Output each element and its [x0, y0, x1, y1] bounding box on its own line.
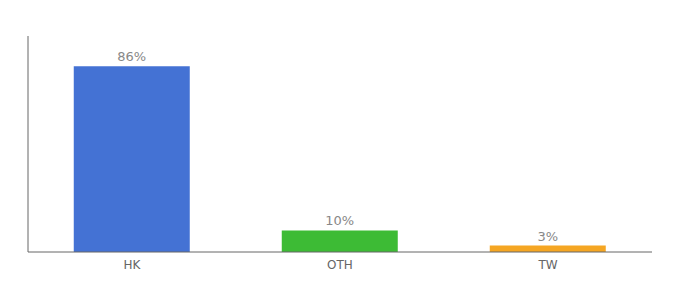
svg-text:3%: 3% [537, 229, 558, 244]
svg-text:10%: 10% [325, 213, 354, 228]
svg-text:OTH: OTH [327, 258, 353, 272]
svg-text:HK: HK [124, 258, 142, 272]
svg-text:TW: TW [537, 258, 557, 272]
svg-text:86%: 86% [117, 49, 146, 64]
